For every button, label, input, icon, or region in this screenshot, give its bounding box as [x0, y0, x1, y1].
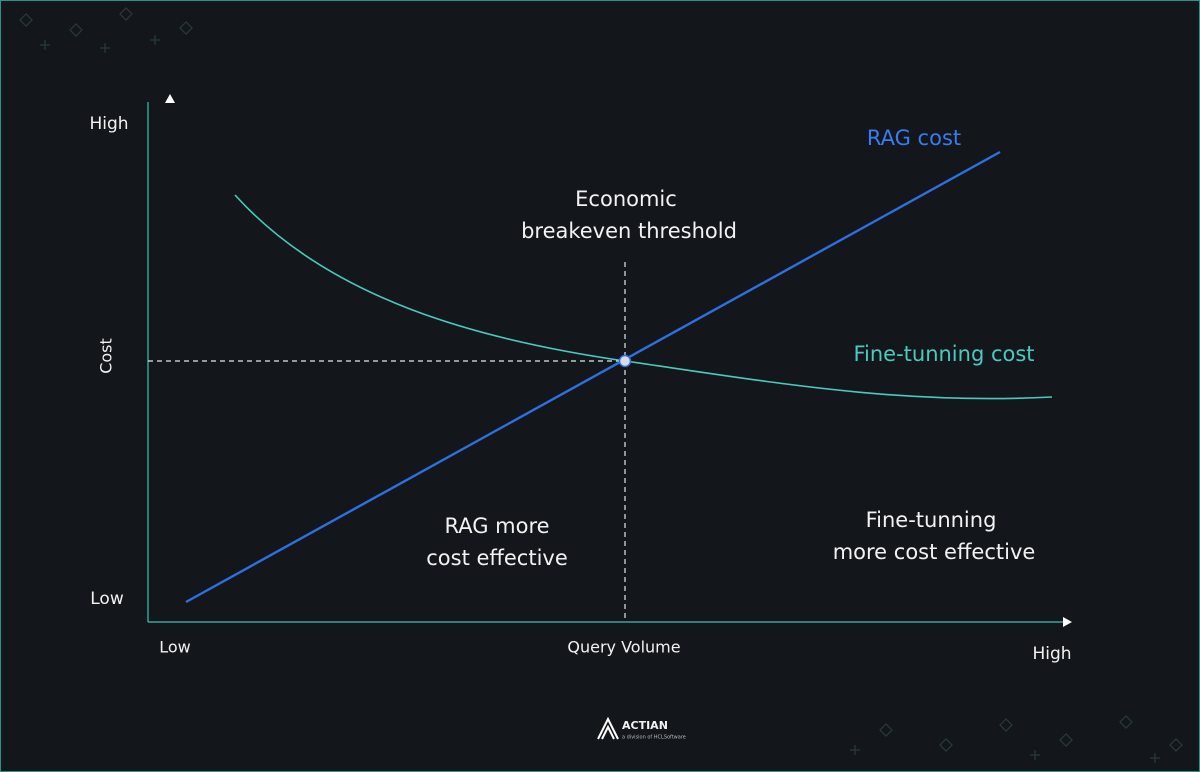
corner-pattern: [850, 715, 1183, 763]
y-low: Low: [90, 589, 124, 609]
x-high: High: [1032, 644, 1071, 664]
rag-region-label: RAG more: [444, 514, 549, 538]
logo-name: ACTIAN: [622, 719, 668, 732]
rag-line: [185, 150, 1001, 604]
rag-region-label: cost effective: [426, 546, 568, 570]
breakeven-point: [618, 354, 632, 368]
x-label: Query Volume: [567, 638, 680, 657]
y-arrow: [165, 94, 175, 103]
ft-region-label: more cost effective: [833, 540, 1036, 564]
fine-tuning-label: Fine-tunning cost: [853, 342, 1034, 366]
ft-region-label: Fine-tunning: [866, 508, 997, 532]
logo-tagline: a division of HCLSoftware: [622, 735, 686, 741]
threshold-label: breakeven threshold: [521, 219, 737, 243]
logo: ACTIAN a division of HCLSoftware: [597, 716, 686, 741]
decoration: [19, 7, 1183, 763]
logo-mark: [597, 716, 619, 740]
y-label: Cost: [97, 338, 116, 374]
x-arrow: [1063, 617, 1072, 627]
threshold-label: Economic: [575, 187, 677, 211]
y-high: High: [89, 114, 128, 134]
corner-pattern: [19, 7, 193, 53]
x-low: Low: [159, 638, 191, 657]
rag-label: RAG cost: [867, 126, 961, 150]
